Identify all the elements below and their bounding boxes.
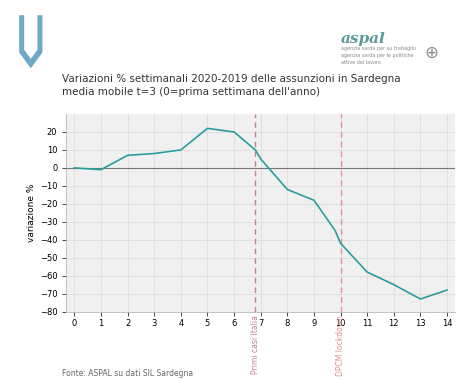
Text: media mobile t=3 (0=prima settimana dell'anno): media mobile t=3 (0=prima settimana dell…	[62, 87, 319, 97]
Text: Variazioni % settimanali 2020-2019 delle assunzioni in Sardegna: Variazioni % settimanali 2020-2019 delle…	[62, 74, 400, 84]
Text: DPCM lockdown: DPCM lockdown	[336, 315, 345, 376]
Text: Primi casi Italia: Primi casi Italia	[251, 315, 260, 374]
PathPatch shape	[19, 15, 43, 68]
Text: ⊕: ⊕	[424, 44, 438, 62]
Text: agenzia sarda per su trabagliu
agenzia sarda per le politiche
attive del lavoro: agenzia sarda per su trabagliu agenzia s…	[341, 46, 416, 65]
Text: Fonte: ASPAL su dati SIL Sardegna: Fonte: ASPAL su dati SIL Sardegna	[62, 369, 193, 378]
Y-axis label: variazione %: variazione %	[27, 184, 36, 242]
Text: aspal: aspal	[341, 32, 386, 46]
